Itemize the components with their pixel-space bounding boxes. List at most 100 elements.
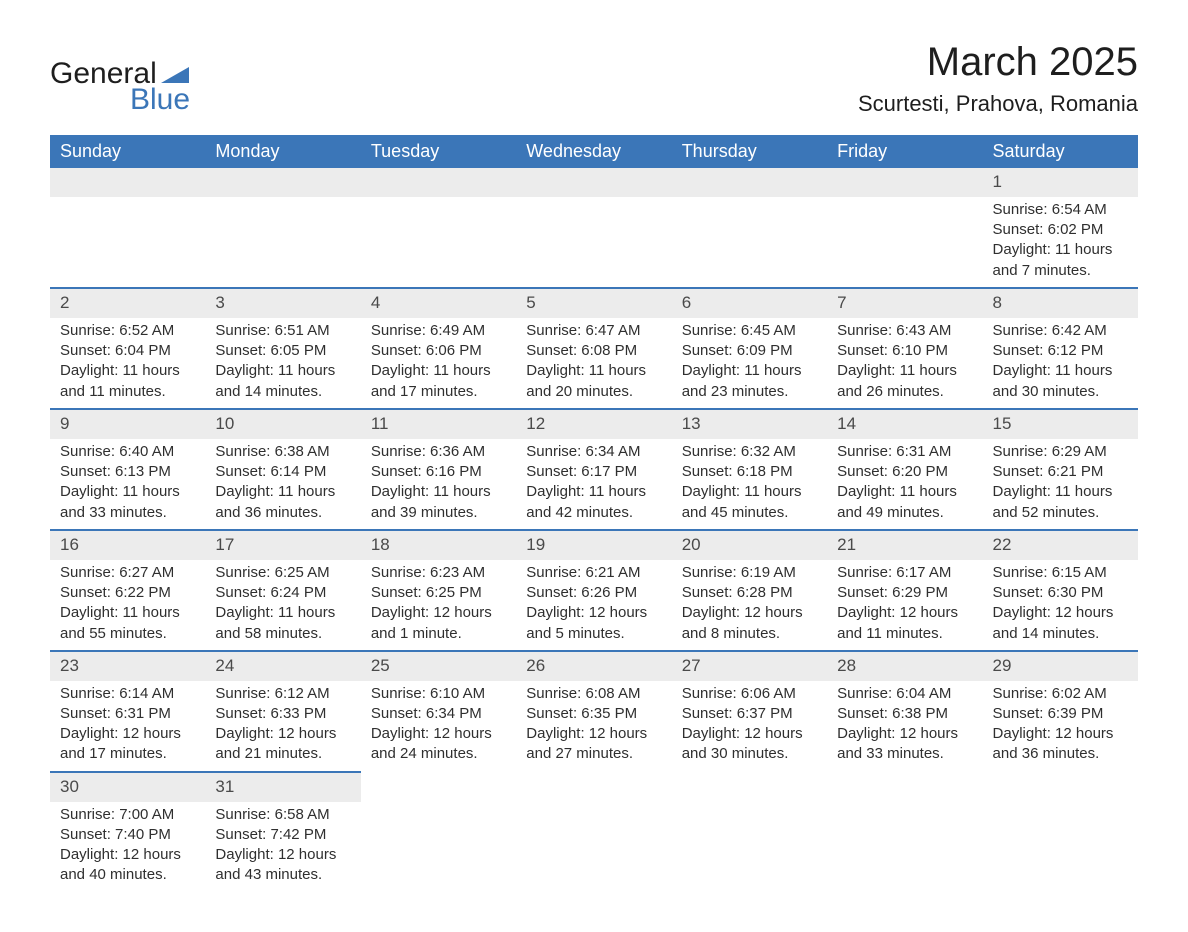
calendar-week-row: 1Sunrise: 6:54 AMSunset: 6:02 PMDaylight… (50, 168, 1138, 287)
day-data: Sunrise: 7:00 AMSunset: 7:40 PMDaylight:… (50, 802, 205, 892)
day-daylight2: and 26 minutes. (837, 382, 972, 402)
day-header: Sunday (50, 135, 205, 168)
day-data: Sunrise: 6:04 AMSunset: 6:38 PMDaylight:… (827, 681, 982, 771)
day-data: Sunrise: 6:51 AMSunset: 6:05 PMDaylight:… (205, 318, 360, 408)
day-sunrise: Sunrise: 6:32 AM (682, 442, 817, 462)
calendar-cell: 17Sunrise: 6:25 AMSunset: 6:24 PMDayligh… (205, 529, 360, 650)
day-data: Sunrise: 6:47 AMSunset: 6:08 PMDaylight:… (516, 318, 671, 408)
day-sunrise: Sunrise: 6:58 AM (215, 805, 350, 825)
day-daylight2: and 40 minutes. (60, 865, 195, 885)
calendar-cell: 29Sunrise: 6:02 AMSunset: 6:39 PMDayligh… (983, 650, 1138, 771)
day-sunrise: Sunrise: 6:49 AM (371, 321, 506, 341)
calendar-cell: 5Sunrise: 6:47 AMSunset: 6:08 PMDaylight… (516, 287, 671, 408)
calendar-cell: 18Sunrise: 6:23 AMSunset: 6:25 PMDayligh… (361, 529, 516, 650)
day-daylight2: and 42 minutes. (526, 503, 661, 523)
day-daylight1: Daylight: 11 hours (371, 482, 506, 502)
day-daylight2: and 17 minutes. (371, 382, 506, 402)
calendar-cell: 27Sunrise: 6:06 AMSunset: 6:37 PMDayligh… (672, 650, 827, 771)
day-daylight2: and 11 minutes. (837, 624, 972, 644)
day-daylight1: Daylight: 11 hours (215, 603, 350, 623)
calendar-cell (361, 168, 516, 287)
day-number-empty (672, 168, 827, 197)
day-sunrise: Sunrise: 6:12 AM (215, 684, 350, 704)
day-data: Sunrise: 6:42 AMSunset: 6:12 PMDaylight:… (983, 318, 1138, 408)
logo: General Blue (50, 57, 190, 117)
day-daylight2: and 55 minutes. (60, 624, 195, 644)
day-number-empty (672, 771, 827, 800)
calendar-cell (516, 168, 671, 287)
calendar-cell: 21Sunrise: 6:17 AMSunset: 6:29 PMDayligh… (827, 529, 982, 650)
day-sunrise: Sunrise: 6:34 AM (526, 442, 661, 462)
calendar-cell: 10Sunrise: 6:38 AMSunset: 6:14 PMDayligh… (205, 408, 360, 529)
calendar-cell (672, 168, 827, 287)
calendar-cell: 7Sunrise: 6:43 AMSunset: 6:10 PMDaylight… (827, 287, 982, 408)
day-sunrise: Sunrise: 6:10 AM (371, 684, 506, 704)
day-sunset: Sunset: 6:37 PM (682, 704, 817, 724)
day-sunrise: Sunrise: 6:14 AM (60, 684, 195, 704)
day-daylight1: Daylight: 12 hours (526, 724, 661, 744)
day-sunrise: Sunrise: 6:54 AM (993, 200, 1128, 220)
day-daylight2: and 49 minutes. (837, 503, 972, 523)
day-data: Sunrise: 6:54 AMSunset: 6:02 PMDaylight:… (983, 197, 1138, 287)
calendar-cell (827, 771, 982, 892)
day-sunrise: Sunrise: 6:42 AM (993, 321, 1128, 341)
day-data: Sunrise: 6:27 AMSunset: 6:22 PMDaylight:… (50, 560, 205, 650)
calendar-cell (516, 771, 671, 892)
calendar-cell: 2Sunrise: 6:52 AMSunset: 6:04 PMDaylight… (50, 287, 205, 408)
day-daylight2: and 17 minutes. (60, 744, 195, 764)
day-number-empty (50, 168, 205, 197)
day-data: Sunrise: 6:17 AMSunset: 6:29 PMDaylight:… (827, 560, 982, 650)
day-number: 2 (50, 287, 205, 318)
day-data: Sunrise: 6:38 AMSunset: 6:14 PMDaylight:… (205, 439, 360, 529)
day-sunrise: Sunrise: 6:40 AM (60, 442, 195, 462)
day-sunrise: Sunrise: 6:51 AM (215, 321, 350, 341)
day-daylight2: and 14 minutes. (993, 624, 1128, 644)
day-sunset: Sunset: 6:12 PM (993, 341, 1128, 361)
calendar-cell: 14Sunrise: 6:31 AMSunset: 6:20 PMDayligh… (827, 408, 982, 529)
day-sunset: Sunset: 6:39 PM (993, 704, 1128, 724)
day-header: Saturday (983, 135, 1138, 168)
day-sunrise: Sunrise: 6:06 AM (682, 684, 817, 704)
calendar-cell: 26Sunrise: 6:08 AMSunset: 6:35 PMDayligh… (516, 650, 671, 771)
day-daylight2: and 23 minutes. (682, 382, 817, 402)
day-header: Wednesday (516, 135, 671, 168)
day-data: Sunrise: 6:34 AMSunset: 6:17 PMDaylight:… (516, 439, 671, 529)
day-daylight2: and 8 minutes. (682, 624, 817, 644)
day-sunset: Sunset: 6:17 PM (526, 462, 661, 482)
day-number: 11 (361, 408, 516, 439)
calendar-cell: 25Sunrise: 6:10 AMSunset: 6:34 PMDayligh… (361, 650, 516, 771)
day-sunset: Sunset: 6:31 PM (60, 704, 195, 724)
day-header: Friday (827, 135, 982, 168)
day-sunset: Sunset: 6:34 PM (371, 704, 506, 724)
day-sunset: Sunset: 7:42 PM (215, 825, 350, 845)
calendar-cell: 16Sunrise: 6:27 AMSunset: 6:22 PMDayligh… (50, 529, 205, 650)
month-title: March 2025 (858, 40, 1138, 85)
calendar-cell: 31Sunrise: 6:58 AMSunset: 7:42 PMDayligh… (205, 771, 360, 892)
day-daylight1: Daylight: 11 hours (837, 361, 972, 381)
calendar-cell: 19Sunrise: 6:21 AMSunset: 6:26 PMDayligh… (516, 529, 671, 650)
day-sunset: Sunset: 6:02 PM (993, 220, 1128, 240)
day-sunset: Sunset: 6:16 PM (371, 462, 506, 482)
day-data: Sunrise: 6:15 AMSunset: 6:30 PMDaylight:… (983, 560, 1138, 650)
day-data: Sunrise: 6:43 AMSunset: 6:10 PMDaylight:… (827, 318, 982, 408)
calendar-cell: 28Sunrise: 6:04 AMSunset: 6:38 PMDayligh… (827, 650, 982, 771)
day-sunset: Sunset: 6:10 PM (837, 341, 972, 361)
day-data: Sunrise: 6:02 AMSunset: 6:39 PMDaylight:… (983, 681, 1138, 771)
day-number: 29 (983, 650, 1138, 681)
day-sunrise: Sunrise: 6:31 AM (837, 442, 972, 462)
day-daylight1: Daylight: 11 hours (371, 361, 506, 381)
day-number: 4 (361, 287, 516, 318)
day-sunrise: Sunrise: 6:38 AM (215, 442, 350, 462)
day-daylight2: and 36 minutes. (993, 744, 1128, 764)
day-number: 10 (205, 408, 360, 439)
day-daylight2: and 14 minutes. (215, 382, 350, 402)
day-daylight1: Daylight: 11 hours (215, 361, 350, 381)
day-number: 22 (983, 529, 1138, 560)
day-header: Monday (205, 135, 360, 168)
day-data: Sunrise: 6:40 AMSunset: 6:13 PMDaylight:… (50, 439, 205, 529)
day-daylight2: and 24 minutes. (371, 744, 506, 764)
calendar-cell: 12Sunrise: 6:34 AMSunset: 6:17 PMDayligh… (516, 408, 671, 529)
day-data: Sunrise: 6:21 AMSunset: 6:26 PMDaylight:… (516, 560, 671, 650)
day-daylight1: Daylight: 12 hours (60, 724, 195, 744)
day-daylight1: Daylight: 11 hours (215, 482, 350, 502)
